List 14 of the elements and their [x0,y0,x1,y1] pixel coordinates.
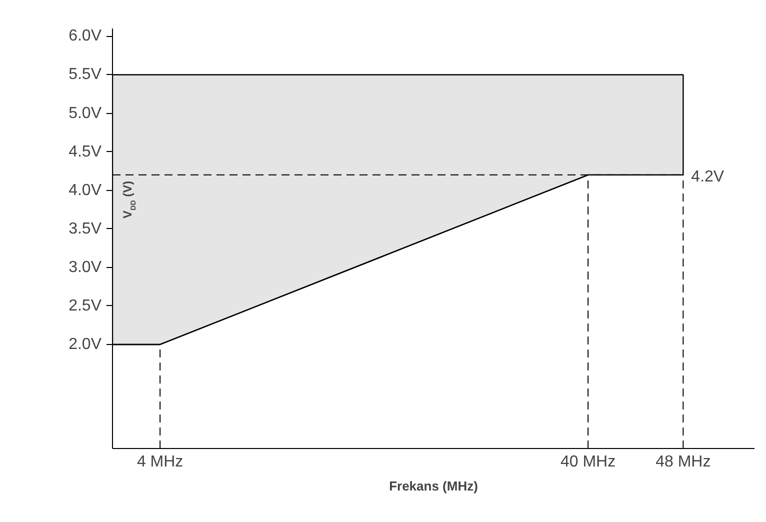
y-tick-label: 2.5V [68,297,102,314]
ref-line-label: 4.2V [691,168,724,186]
y-tick-label: 3.0V [68,258,102,276]
x-axis-title: Frekans (MHz) [389,478,478,494]
x-tick-label: 40 MHz [560,454,616,470]
y-tick-label: 4.5V [68,143,102,160]
x-tick-label: 48 MHz [656,454,711,470]
y-tick-label: 6.0V [68,28,102,45]
y-tick-label: 3.5V [68,220,102,238]
y-tick-label: 5.0V [68,104,102,122]
x-tick-label: 4 MHz [136,454,184,470]
y-tick-label: 5.5V [68,66,102,84]
y-tick-label: 4.0V [68,182,102,199]
y-tick-label: 2.0V [68,336,102,353]
